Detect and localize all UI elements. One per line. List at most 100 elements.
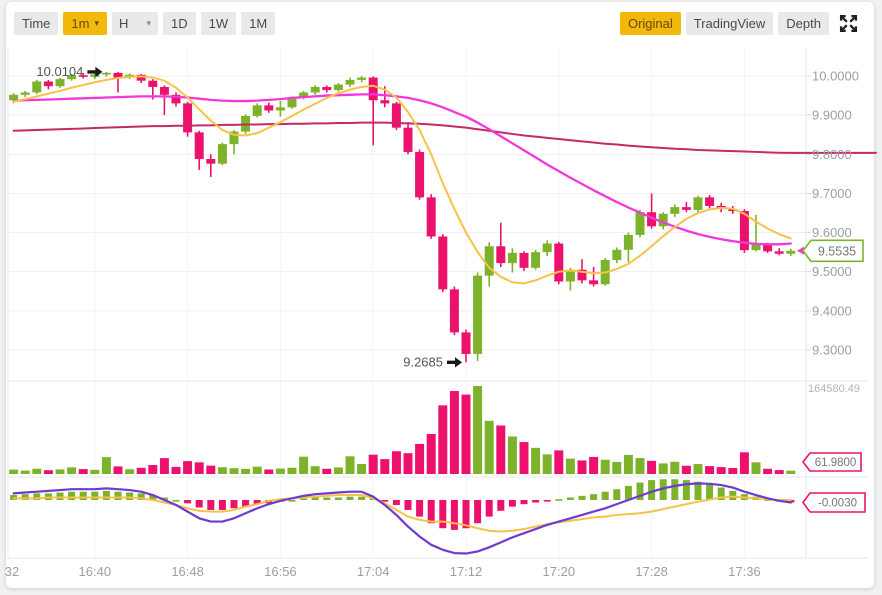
high-annotation: 10.0104 [36,64,103,79]
volume-value-tag: 61.9800 [801,452,862,472]
candle-body [693,197,703,210]
macd-bar [79,491,87,500]
candle-body [78,75,88,77]
macd-bar [392,500,400,505]
volume-bar [322,468,332,474]
volume-bar [554,450,564,474]
macd-bar [184,500,192,504]
svg-text:9.7000: 9.7000 [812,186,852,201]
svg-text:16:40: 16:40 [79,564,112,579]
macd-bar [717,487,725,500]
volume-bars [9,386,796,474]
macd-dea-line [12,494,792,533]
volume-bar [136,467,146,474]
candle-body [90,74,100,77]
volume-bar [333,467,343,474]
time-button[interactable]: Time [14,12,59,35]
timeframe-1M-button[interactable]: 1M [241,12,276,35]
volume-bar [20,470,30,474]
candle-body [171,94,181,104]
volume-bar [299,456,309,474]
candle-body [577,269,587,281]
volume-bar [658,463,668,474]
candle-body [252,105,262,116]
svg-text:32: 32 [5,564,19,579]
macd-bar [624,485,632,500]
svg-text:17:04: 17:04 [357,564,390,579]
svg-text:17:28: 17:28 [635,564,668,579]
candle-body [194,132,204,159]
chart-mode-tradingview-button[interactable]: TradingView [685,12,774,35]
macd-bar [149,495,157,500]
macd-bar [543,500,551,502]
volume-bar [113,466,123,474]
fullscreen-button[interactable] [837,12,860,35]
volume-bar [275,468,285,474]
volume-bar [449,391,459,474]
candle-body [113,72,123,78]
candle-body [473,275,483,354]
macd-bar [532,500,540,503]
chart-mode-depth-button[interactable]: Depth [778,12,829,35]
candle-body [612,249,622,260]
chart-card [6,2,874,588]
volume-bar [391,451,401,474]
volume-bar [229,468,239,474]
volume-bar [78,469,88,474]
candle-body [461,332,471,354]
candle-body [148,80,158,87]
macd-histogram [10,479,795,530]
candle-body [647,212,657,227]
price-line-marker [797,246,804,255]
volume-bar [751,462,761,474]
timeframe-1d-button[interactable]: 1D [163,12,196,35]
candle-body [136,74,146,81]
volume-bar [101,457,111,474]
volume-bar [90,469,100,474]
macd-bar [601,491,609,500]
macd-bar [694,481,702,500]
volume-bar [600,459,610,474]
macd-bar [566,497,574,500]
volume-bar [496,425,506,474]
time-axis-labels: 32 16:40 16:48 16:56 17:04 17:12 17:20 17:28 17:… [5,564,761,579]
candle-body [681,207,691,210]
volume-bar [241,468,251,474]
candle-body [786,250,796,254]
candle-body [322,86,332,91]
timeframe-1w-button[interactable]: 1W [200,12,237,35]
volume-bar [542,454,552,474]
timeframe-hours-dropdown[interactable]: H ▾ [112,12,158,35]
timeframe-1m-label: 1m [71,16,90,31]
volume-bar [125,469,135,474]
macd-bar [114,491,122,500]
volume-bar [287,467,297,474]
svg-text:16:56: 16:56 [264,564,297,579]
macd-bar [33,493,41,500]
volume-bar [565,458,575,474]
candle-body [310,86,320,93]
candle-body [357,77,367,80]
volume-bar [635,458,645,474]
volume-bar [577,460,587,474]
ma-slow-line [12,121,877,154]
svg-text:9.8000: 9.8000 [812,147,852,162]
volume-bar [612,462,622,474]
volume-bar [415,443,425,474]
candle-body [705,197,715,206]
macd-bar [671,479,679,500]
chart-mode-original-button[interactable]: Original [619,12,681,35]
candle-body [32,81,42,93]
macd-bar [253,500,261,505]
candle-body [658,213,668,227]
macd-bar [450,500,458,530]
svg-text:9.2685: 9.2685 [403,355,443,370]
candle-body [333,84,343,91]
svg-text:-0.0030: -0.0030 [818,498,857,510]
candle-body [368,77,378,101]
timeframe-1m-button[interactable]: 1m ▾ [63,12,107,35]
volume-bar [670,461,680,474]
low-annotation: 9.2685 [403,355,462,370]
candle-body [531,252,541,268]
